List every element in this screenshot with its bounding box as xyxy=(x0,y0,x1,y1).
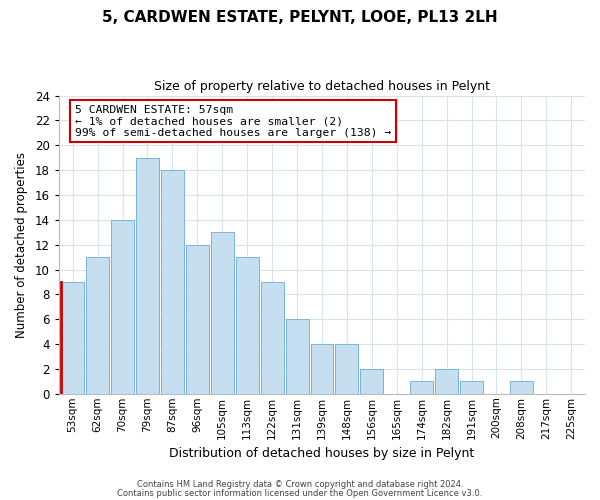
Text: 5 CARDWEN ESTATE: 57sqm
← 1% of detached houses are smaller (2)
99% of semi-deta: 5 CARDWEN ESTATE: 57sqm ← 1% of detached… xyxy=(75,104,391,138)
Bar xyxy=(286,319,308,394)
X-axis label: Distribution of detached houses by size in Pelynt: Distribution of detached houses by size … xyxy=(169,447,475,460)
Text: 5, CARDWEN ESTATE, PELYNT, LOOE, PL13 2LH: 5, CARDWEN ESTATE, PELYNT, LOOE, PL13 2L… xyxy=(102,10,498,25)
Bar xyxy=(335,344,358,394)
Bar xyxy=(260,282,284,394)
Bar xyxy=(211,232,234,394)
Y-axis label: Number of detached properties: Number of detached properties xyxy=(15,152,28,338)
Bar xyxy=(311,344,334,394)
Bar xyxy=(435,369,458,394)
Text: Contains public sector information licensed under the Open Government Licence v3: Contains public sector information licen… xyxy=(118,488,482,498)
Bar xyxy=(161,170,184,394)
Bar xyxy=(410,382,433,394)
Bar xyxy=(460,382,483,394)
Bar xyxy=(111,220,134,394)
Bar xyxy=(236,257,259,394)
Bar xyxy=(86,257,109,394)
Bar xyxy=(361,369,383,394)
Bar xyxy=(510,382,533,394)
Bar xyxy=(136,158,159,394)
Title: Size of property relative to detached houses in Pelynt: Size of property relative to detached ho… xyxy=(154,80,490,93)
Bar xyxy=(186,244,209,394)
Bar xyxy=(61,282,84,394)
Text: Contains HM Land Registry data © Crown copyright and database right 2024.: Contains HM Land Registry data © Crown c… xyxy=(137,480,463,489)
